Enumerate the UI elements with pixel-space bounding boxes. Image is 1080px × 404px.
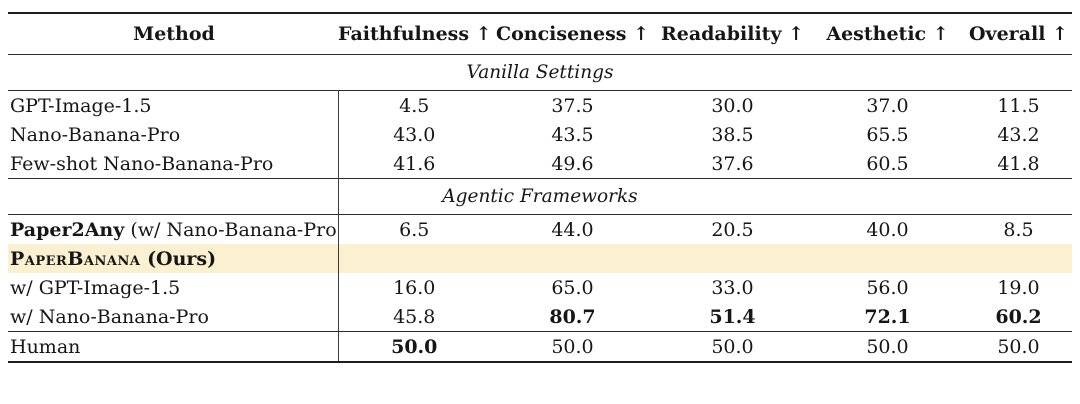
value-cell: 43.5 xyxy=(551,123,594,146)
value-cell: 8.5 xyxy=(1003,218,1034,241)
value-cell: 50.0 xyxy=(997,335,1040,358)
method-cell: GPT-Image-1.5 xyxy=(10,94,152,117)
results-table: Method Faithfulness ↑ Conciseness ↑ Read… xyxy=(8,12,1072,363)
value-cell: 44.0 xyxy=(551,218,594,241)
table-row-nano-banana-pro: Nano-Banana-Pro 43.0 43.5 38.5 65.5 43.2 xyxy=(8,120,1072,149)
value-cell: 38.5 xyxy=(711,123,754,146)
value-cell-best: 80.7 xyxy=(549,305,596,328)
value-cell: 56.0 xyxy=(866,276,909,299)
value-cell: 41.6 xyxy=(337,149,490,179)
table-row-paper2any: Paper2Any (w/ Nano-Banana-Pro) 6.5 44.0 … xyxy=(8,214,1072,245)
value-cell-best: 50.0 xyxy=(337,331,490,362)
value-cell: 11.5 xyxy=(997,94,1040,117)
section-title: Vanilla Settings xyxy=(466,62,614,83)
value-cell: 16.0 xyxy=(337,273,490,302)
value-cell: 50.0 xyxy=(551,335,594,358)
method-cell: Nano-Banana-Pro xyxy=(10,123,181,146)
value-cell-best: 72.1 xyxy=(864,305,911,328)
value-cell: 65.0 xyxy=(551,276,594,299)
value-cell: 50.0 xyxy=(711,335,754,358)
value-cell: 60.5 xyxy=(866,152,909,175)
value-cell: 40.0 xyxy=(866,218,909,241)
value-cell-empty xyxy=(490,244,655,273)
value-cell: 20.5 xyxy=(711,218,754,241)
col-header-conciseness: Conciseness ↑ xyxy=(495,23,649,45)
method-name-smallcaps: PaperBanana xyxy=(10,247,141,270)
paper-table-figure: Method Faithfulness ↑ Conciseness ↑ Read… xyxy=(8,12,1072,363)
col-header-readability: Readability ↑ xyxy=(660,23,805,45)
value-cell: 30.0 xyxy=(711,94,754,117)
table-row-ours-w-nano-banana-pro: w/ Nano-Banana-Pro 45.8 80.7 51.4 72.1 6… xyxy=(8,302,1072,332)
table-row-human: Human 50.0 50.0 50.0 50.0 50.0 xyxy=(8,331,1072,362)
value-cell: 43.0 xyxy=(337,120,490,149)
value-cell: 37.5 xyxy=(551,94,594,117)
table-row-ours-w-gpt-image: w/ GPT-Image-1.5 16.0 65.0 33.0 56.0 19.… xyxy=(8,273,1072,302)
value-cell-empty xyxy=(337,244,490,273)
value-cell: 4.5 xyxy=(337,90,490,120)
value-cell-best: 60.2 xyxy=(995,305,1042,328)
value-cell: 50.0 xyxy=(866,335,909,358)
value-cell-empty xyxy=(655,244,810,273)
col-header-method: Method xyxy=(133,23,215,45)
method-cell: w/ Nano-Banana-Pro xyxy=(10,305,209,328)
section-row-vanilla-settings: Vanilla Settings xyxy=(8,55,1072,91)
value-cell: 45.8 xyxy=(337,302,490,332)
col-header-faithfulness: Faithfulness ↑ xyxy=(338,23,490,45)
col-header-aesthetic: Aesthetic ↑ xyxy=(826,23,949,45)
col-header-overall: Overall ↑ xyxy=(969,23,1068,45)
value-cell: 65.5 xyxy=(866,123,909,146)
table-row-gpt-image: GPT-Image-1.5 4.5 37.5 30.0 37.0 11.5 xyxy=(8,90,1072,120)
value-cell-best: 51.4 xyxy=(709,305,756,328)
value-cell: 6.5 xyxy=(337,214,490,244)
value-cell: 37.0 xyxy=(866,94,909,117)
value-cell: 33.0 xyxy=(711,276,754,299)
value-cell: 49.6 xyxy=(551,152,594,175)
value-cell: 43.2 xyxy=(997,123,1040,146)
method-cell: Human xyxy=(10,335,81,358)
table-row-fewshot-nano-banana-pro: Few-shot Nano-Banana-Pro 41.6 49.6 37.6 … xyxy=(8,149,1072,179)
value-cell: 37.6 xyxy=(711,152,754,175)
method-name-suffix: (Ours) xyxy=(140,247,217,270)
method-cell: Paper2Any (w/ Nano-Banana-Pro) xyxy=(8,215,338,245)
method-cell: w/ GPT-Image-1.5 xyxy=(10,276,181,299)
section-title: Agentic Frameworks xyxy=(8,178,1072,215)
method-name-suffix: (w/ Nano-Banana-Pro) xyxy=(124,218,338,241)
value-cell: 19.0 xyxy=(997,276,1040,299)
method-cell: Few-shot Nano-Banana-Pro xyxy=(10,152,274,175)
value-cell-empty xyxy=(810,244,965,273)
header-row: Method Faithfulness ↑ Conciseness ↑ Read… xyxy=(8,13,1072,55)
section-row-agentic-frameworks: Agentic Frameworks xyxy=(8,178,1072,215)
method-name-bold: Paper2Any xyxy=(10,218,125,241)
value-cell: 41.8 xyxy=(997,152,1040,175)
value-cell-empty xyxy=(965,244,1072,273)
table-row-paperbanana-ours-highlighted: PaperBanana (Ours) xyxy=(8,244,1072,273)
method-cell: PaperBanana (Ours) xyxy=(8,244,338,273)
